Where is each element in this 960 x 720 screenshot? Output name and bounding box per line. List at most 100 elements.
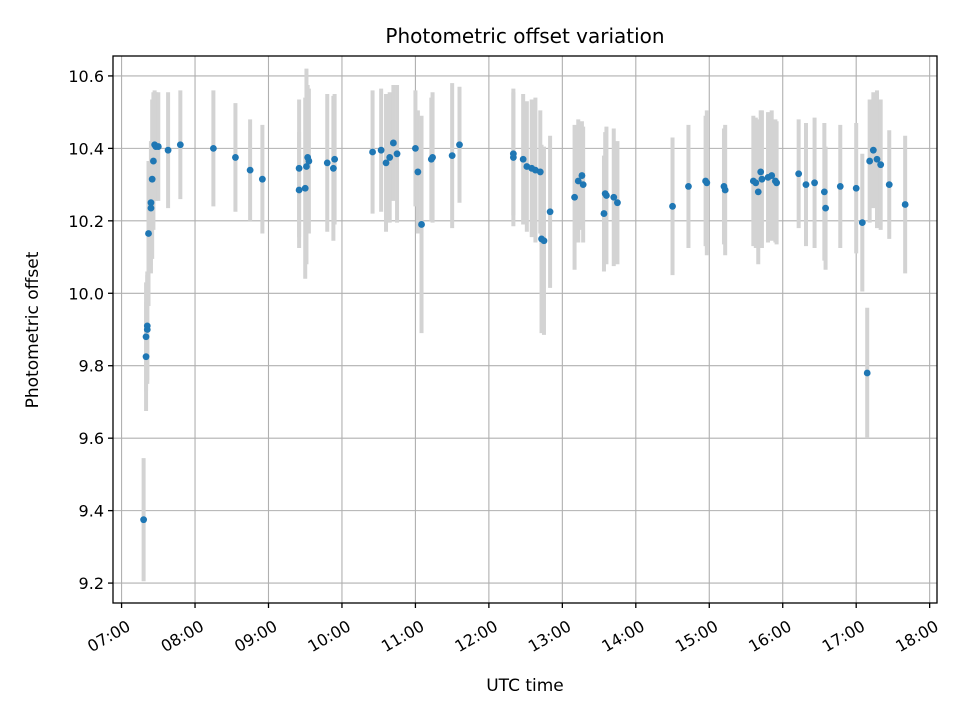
x-tick-label: 14:00 xyxy=(598,616,647,656)
data-point xyxy=(386,154,394,161)
y-tick-label: 10.2 xyxy=(68,212,104,231)
data-point xyxy=(164,146,172,154)
y-tick-label: 10.6 xyxy=(68,67,104,86)
data-point xyxy=(295,164,303,172)
data-point xyxy=(418,221,425,228)
data-point xyxy=(610,193,618,201)
data-point xyxy=(866,157,874,165)
data-point xyxy=(246,166,254,174)
data-point xyxy=(877,161,885,169)
data-point xyxy=(209,144,217,152)
x-tick-label: 16:00 xyxy=(745,616,794,656)
data-point xyxy=(579,181,587,188)
x-axis-label: UTC time xyxy=(486,676,564,696)
data-point xyxy=(546,208,554,216)
data-point xyxy=(519,155,527,163)
x-tick-label: 07:00 xyxy=(84,616,133,656)
y-tick-label: 9.8 xyxy=(79,357,104,376)
chart-title: Photometric offset variation xyxy=(385,24,664,48)
data-point xyxy=(429,154,436,161)
data-point xyxy=(382,159,390,167)
y-tick-label: 10.4 xyxy=(68,139,104,158)
data-point xyxy=(754,188,762,196)
data-point xyxy=(456,141,463,149)
y-tick-label: 9.4 xyxy=(79,502,104,521)
data-point xyxy=(232,154,239,161)
data-point xyxy=(858,219,866,227)
plot-frame xyxy=(112,55,938,604)
data-point xyxy=(143,322,151,330)
errorbar-layer xyxy=(141,68,908,582)
x-tick-label: 08:00 xyxy=(158,616,207,656)
data-point xyxy=(685,183,692,190)
data-point xyxy=(863,369,871,377)
data-point xyxy=(412,144,419,152)
data-point xyxy=(140,516,148,524)
data-point xyxy=(150,157,157,165)
point-layer xyxy=(140,139,909,524)
data-point xyxy=(757,168,765,176)
data-point xyxy=(142,333,150,341)
data-point xyxy=(820,188,828,196)
data-point xyxy=(614,199,621,207)
data-point xyxy=(773,179,781,187)
data-point xyxy=(369,148,376,156)
data-point xyxy=(323,159,331,167)
data-point xyxy=(301,184,309,192)
tick-layer: 07:00 08:00 09:00 10:00 11:00 12:00 13:00 14:00… xyxy=(68,67,941,656)
data-point xyxy=(154,143,162,150)
x-tick-label: 15:00 xyxy=(672,616,721,656)
data-point xyxy=(509,150,517,158)
data-point xyxy=(758,175,766,183)
data-point xyxy=(329,164,337,172)
data-point xyxy=(869,146,877,154)
data-point xyxy=(147,199,155,207)
x-tick-label: 09:00 xyxy=(231,616,280,656)
data-point xyxy=(768,172,776,179)
data-point xyxy=(303,163,310,170)
data-point xyxy=(145,230,152,237)
data-point xyxy=(377,146,385,154)
data-point xyxy=(536,168,544,176)
data-point xyxy=(752,179,760,187)
data-point xyxy=(811,179,818,187)
data-point xyxy=(389,139,397,147)
x-tick-label: 13:00 xyxy=(525,616,574,656)
data-point xyxy=(540,237,548,245)
data-point xyxy=(176,141,184,149)
data-point xyxy=(603,192,610,199)
data-point xyxy=(448,152,456,160)
y-axis-label: Photometric offset xyxy=(23,251,43,408)
data-point xyxy=(822,204,829,212)
data-point xyxy=(669,202,676,210)
y-tick-label: 9.2 xyxy=(79,574,104,593)
data-point xyxy=(600,210,608,217)
data-point xyxy=(331,155,339,163)
data-point xyxy=(414,168,422,176)
data-point xyxy=(258,175,266,183)
data-point xyxy=(578,172,586,179)
data-point xyxy=(295,186,303,194)
x-tick-label: 17:00 xyxy=(819,616,868,656)
data-point xyxy=(721,186,729,194)
data-point xyxy=(147,204,155,212)
data-point xyxy=(802,181,810,188)
x-tick-label: 18:00 xyxy=(892,616,941,656)
x-tick-label: 10:00 xyxy=(305,616,354,656)
data-point xyxy=(703,179,711,187)
y-tick-label: 9.6 xyxy=(79,429,104,448)
data-point xyxy=(885,181,893,188)
data-point xyxy=(148,175,156,183)
data-point xyxy=(571,193,578,201)
x-tick-label: 11:00 xyxy=(378,616,427,656)
data-point xyxy=(852,184,860,192)
data-point xyxy=(795,170,803,178)
data-point xyxy=(142,353,150,361)
data-point xyxy=(901,201,909,208)
data-point xyxy=(305,157,313,165)
x-tick-label: 12:00 xyxy=(451,616,500,656)
data-point xyxy=(393,150,401,158)
y-tick-label: 10.0 xyxy=(68,284,104,303)
data-point xyxy=(836,183,844,190)
